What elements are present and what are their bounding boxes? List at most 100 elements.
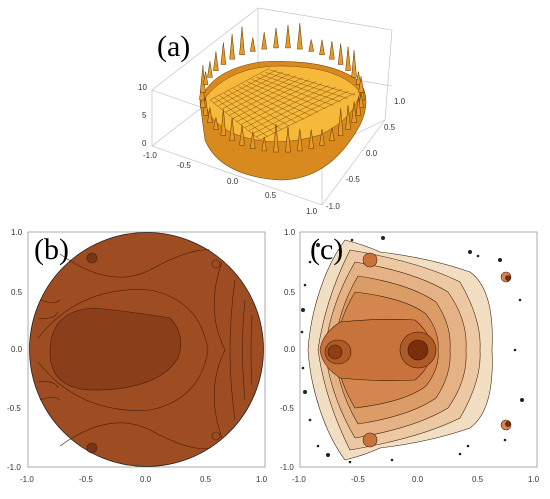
rim-spike xyxy=(329,41,335,60)
frame-b xyxy=(27,231,266,468)
mesh-line xyxy=(260,74,341,103)
rim-spike xyxy=(239,125,245,146)
boundary-dot xyxy=(338,248,342,252)
x-tick-4: 1.0 xyxy=(306,207,318,216)
surface-plot-3d xyxy=(151,7,393,206)
rim-spike xyxy=(297,23,303,50)
boundary-dot xyxy=(348,460,352,464)
c-x-tick-1: -1.0 xyxy=(292,475,306,484)
rim-spike xyxy=(213,117,219,130)
mesh-line xyxy=(214,97,268,137)
boundary-dot xyxy=(390,458,394,462)
boundary-dot xyxy=(316,444,320,448)
rim-spike xyxy=(249,131,256,149)
mesh-line xyxy=(252,88,343,135)
boundary-dot xyxy=(381,236,385,240)
b-x-tick-3: 0.0 xyxy=(140,475,152,484)
boundary-dot xyxy=(303,390,307,394)
rim-spike xyxy=(355,97,362,116)
rim-spike xyxy=(319,39,325,56)
boundary-dot xyxy=(458,452,462,456)
boundary-dot xyxy=(503,438,507,442)
boundary-dot xyxy=(316,243,320,247)
rim-spike xyxy=(351,101,357,123)
b-x-tick-2: -0.5 xyxy=(79,475,93,484)
c-y-tick-3: 0.0 xyxy=(284,345,296,354)
rim-spike xyxy=(319,129,325,146)
boundary-dot xyxy=(466,444,470,448)
rim-spike xyxy=(273,27,279,49)
boundary-dot xyxy=(513,348,517,352)
mesh-line xyxy=(269,69,356,96)
boundary-dot xyxy=(518,298,522,302)
mesh-line xyxy=(236,81,316,122)
mesh-line xyxy=(256,90,349,138)
rim-spike xyxy=(261,32,267,50)
mesh-line xyxy=(232,79,310,119)
contours-c xyxy=(307,239,512,461)
rim-spike xyxy=(337,43,344,65)
mesh-line xyxy=(209,99,261,141)
mesh-line xyxy=(248,87,336,131)
x-tick-left: -1.0 xyxy=(143,151,157,160)
rim-spike xyxy=(351,50,357,78)
boundary-dot xyxy=(308,260,312,264)
z-tick-0: 0 xyxy=(142,139,147,148)
x-tick-2: 0.0 xyxy=(227,177,239,186)
y-tick-3: 0.0 xyxy=(366,149,378,158)
rim-spike xyxy=(358,92,364,109)
mesh-line xyxy=(219,95,275,134)
y-tick-5: -1.0 xyxy=(326,202,340,211)
rim-spike xyxy=(285,127,291,153)
b-y-tick-4: -0.5 xyxy=(7,404,21,413)
boundary-dot xyxy=(498,258,502,262)
boundary-dot xyxy=(468,250,472,254)
mesh-line xyxy=(246,81,319,113)
mesh-line xyxy=(265,72,348,99)
boundary-dot xyxy=(326,453,330,457)
rim-spike xyxy=(220,109,227,136)
panel-label-b: (b) xyxy=(34,233,69,266)
b-y-tick-5: -1.0 xyxy=(7,463,21,472)
boundary-dot xyxy=(308,418,312,422)
boundary-dot xyxy=(303,283,307,287)
rim-spike xyxy=(308,129,315,149)
panel-label-a: (a) xyxy=(157,30,191,63)
frame-c xyxy=(299,231,538,468)
c-y-tick-5: -1.0 xyxy=(280,463,294,472)
rim-spike xyxy=(213,51,219,71)
mesh-line xyxy=(217,71,284,107)
rim-spike xyxy=(220,42,227,65)
surface-mesh xyxy=(199,23,367,181)
c-x-tick-2: -0.5 xyxy=(351,475,365,484)
rim-spike xyxy=(358,76,364,93)
rim-spike xyxy=(249,37,256,52)
b-x-tick-5: 1.0 xyxy=(256,475,268,484)
scatter-dots-c xyxy=(300,236,524,464)
rim-spike xyxy=(261,136,267,152)
mesh-line xyxy=(256,76,334,106)
rim-spike xyxy=(239,26,245,56)
rim-spike xyxy=(337,108,344,136)
rim-spike xyxy=(345,46,351,71)
rim-spike xyxy=(329,127,335,142)
y-tick-4: -0.5 xyxy=(346,175,360,184)
mesh-line xyxy=(229,77,303,116)
panel-label-c: (c) xyxy=(310,233,344,266)
z-tick-10: 10 xyxy=(138,83,147,92)
mesh-line xyxy=(244,85,329,128)
rim-spike xyxy=(285,24,291,49)
boundary-dot xyxy=(350,238,354,242)
c-x-tick-3: 0.0 xyxy=(412,475,424,484)
mesh-line xyxy=(223,92,283,130)
rim-spike xyxy=(297,128,303,152)
boundary-dot xyxy=(476,254,480,258)
rim-spike xyxy=(345,105,351,130)
c-x-tick-4: 0.5 xyxy=(472,475,484,484)
c-x-tick-5: 1.0 xyxy=(528,475,540,484)
b-y-tick-1: 1.0 xyxy=(11,228,23,237)
rim-spike xyxy=(202,71,209,85)
rim-spike xyxy=(273,124,279,153)
